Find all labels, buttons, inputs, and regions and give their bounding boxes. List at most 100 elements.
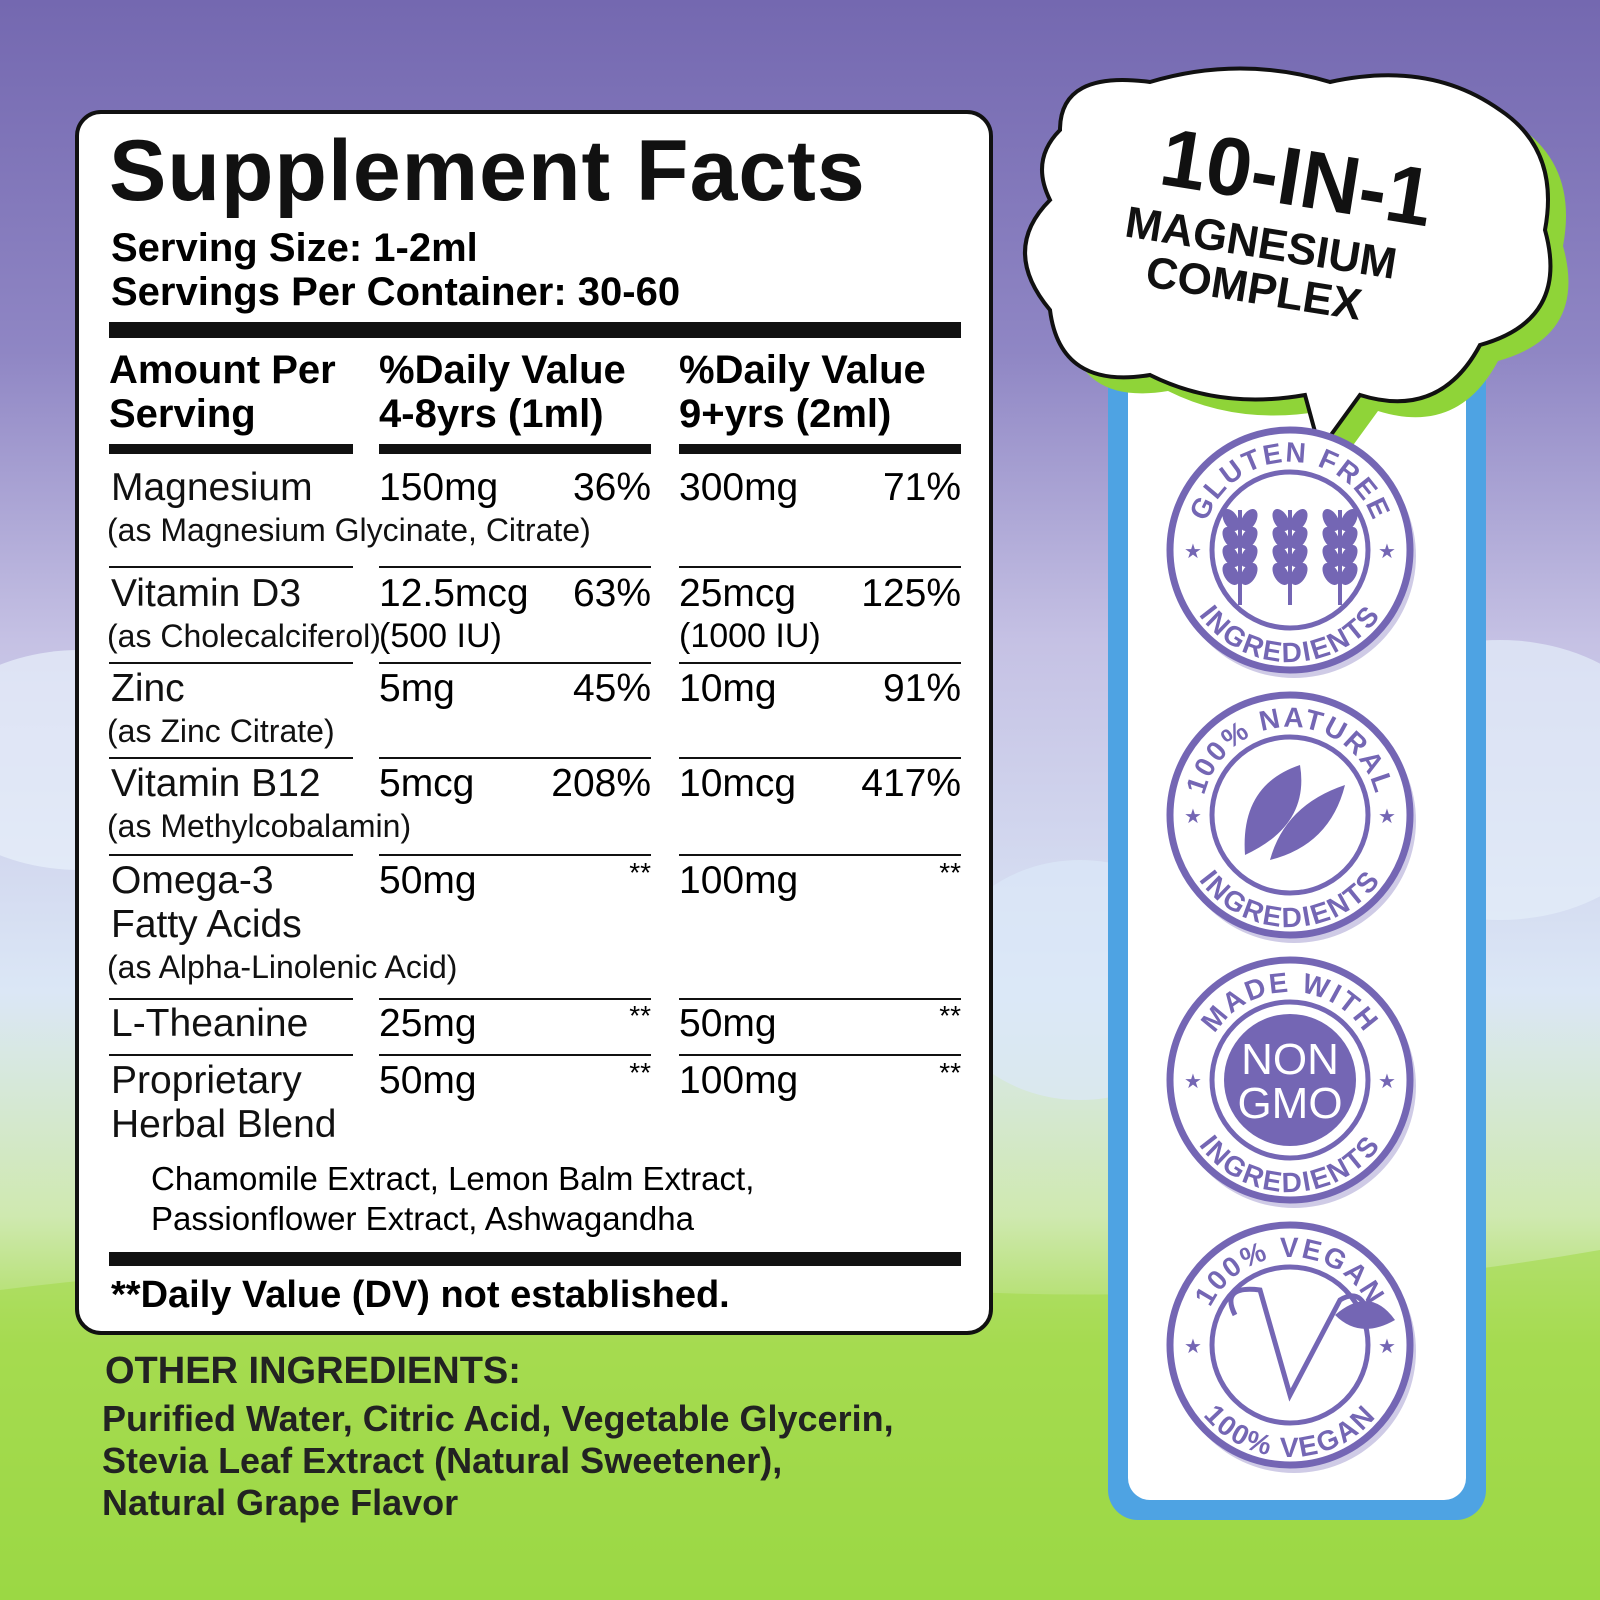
dose-line: 300mg 71%: [679, 466, 961, 510]
other-ingredients-heading: OTHER INGREDIENTS:: [105, 1350, 521, 1392]
dose-line: 5mcg 208%: [379, 762, 651, 806]
dose-cell: 50mg **: [379, 859, 651, 903]
badge-star: ★: [1378, 1071, 1396, 1093]
nutrient-name: Vitamin B12: [111, 762, 321, 805]
daily-value: **: [939, 857, 961, 888]
row-rule: [379, 566, 651, 568]
daily-value: 71%: [882, 466, 961, 509]
servings-per-container: Servings Per Container: 30-60: [111, 270, 681, 314]
daily-value: 36%: [572, 466, 651, 509]
nutrient-name: Vitamin D3: [111, 572, 302, 615]
dose-cell: 50mg **: [679, 1002, 961, 1046]
daily-value: 91%: [882, 667, 961, 710]
wheat-grain: [1290, 545, 1308, 567]
dose-cell: 25mcg 125% (1000 IU): [679, 572, 961, 656]
dose-amount: 300mg: [679, 466, 799, 509]
row-rule: [679, 1054, 961, 1056]
supplement-facts-panel: Supplement Facts Serving Size: 1-2ml Servi…: [75, 110, 993, 1335]
other-ingredients-line: Natural Grape Flavor: [102, 1482, 459, 1523]
column-header: Serving: [109, 392, 256, 436]
column-header: %Daily Value: [679, 348, 926, 392]
nutrient-name: Proprietary Herbal Blend: [111, 1059, 337, 1146]
wheat-grain: [1340, 545, 1358, 567]
wheat-grain: [1222, 509, 1240, 531]
wheat-grain: [1272, 545, 1290, 567]
nutrient-source: (as Zinc Citrate): [107, 713, 335, 749]
vegan-leaf-icon: [1335, 1301, 1395, 1329]
badge-star: ★: [1184, 1071, 1202, 1093]
dose-amount: 50mg: [379, 1059, 477, 1102]
daily-value: 125%: [861, 572, 961, 615]
nutrient-source: (as Cholecalciferol): [107, 618, 381, 654]
row-rule: [679, 854, 961, 856]
dose-line: 10mcg 417%: [679, 762, 961, 806]
badge-star: ★: [1378, 806, 1396, 828]
dose-amount: 50mg: [379, 859, 477, 902]
dose-amount: 150mg: [379, 466, 499, 509]
dose-cell: 50mg **: [379, 1059, 651, 1103]
nutrient-name: Magnesium: [111, 466, 313, 509]
dose-line: 50mg **: [379, 859, 651, 903]
dose-amount: 50mg: [679, 1002, 777, 1045]
dose-amount: 10mg: [679, 667, 777, 710]
nutrient-cell: Proprietary Herbal Blend: [111, 1059, 356, 1147]
wheat-grain: [1290, 509, 1308, 531]
column-header: %Daily Value: [379, 348, 626, 392]
row-rule: [679, 566, 961, 568]
other-ingredients-line: Purified Water, Citric Acid, Vegetable G…: [102, 1398, 894, 1439]
wheat-grain: [1272, 563, 1290, 585]
dose-line: 150mg 36%: [379, 466, 651, 510]
dose-amount: 100mg: [679, 859, 799, 902]
column-header: 4-8yrs (1ml): [379, 392, 604, 436]
dose-line: 25mg **: [379, 1002, 651, 1046]
blend-ingredients: Passionflower Extract, Ashwagandha: [151, 1200, 694, 1237]
dose-line: 25mcg 125%: [679, 572, 961, 616]
column-header: Amount Per: [109, 348, 336, 392]
badge-inner-ring: [1209, 734, 1371, 896]
column-bar: [109, 444, 353, 454]
row-rule: [679, 998, 961, 1000]
dose-amount: 5mcg: [379, 762, 475, 805]
column-bar: [679, 444, 961, 454]
nutrient-cell: Omega-3 Fatty Acids (as Alpha-Linolenic A…: [107, 859, 457, 987]
dose-note: (500 IU): [379, 617, 502, 655]
daily-value: 45%: [572, 667, 651, 710]
wheat-grain: [1340, 527, 1358, 549]
column-bar: [379, 444, 651, 454]
dose-amount: 25mg: [379, 1002, 477, 1045]
wheat-grain: [1322, 563, 1340, 585]
wheat-grain: [1222, 527, 1240, 549]
row-rule: [679, 662, 961, 664]
row-rule: [679, 757, 961, 759]
nutrient-cell: Vitamin D3 (as Cholecalciferol): [107, 572, 381, 656]
daily-value: **: [629, 1057, 651, 1088]
row-rule: [109, 998, 353, 1000]
dose-note: (1000 IU): [679, 617, 821, 655]
dose-cell: 300mg 71%: [679, 466, 961, 510]
blend-ingredients: Chamomile Extract, Lemon Balm Extract,: [151, 1160, 755, 1197]
dose-cell: 5mg 45%: [379, 667, 651, 711]
speech-bubble: [1023, 66, 1553, 455]
badge-star: ★: [1184, 541, 1202, 563]
dose-line: 100mg **: [679, 859, 961, 903]
panel-title: Supplement Facts: [109, 123, 866, 219]
wheat-grain: [1240, 563, 1258, 585]
daily-value: **: [629, 857, 651, 888]
daily-value: **: [629, 1000, 651, 1031]
nutrient-cell: Vitamin B12 (as Methylcobalamin): [107, 762, 411, 846]
badge-inner-ring: [1209, 999, 1371, 1161]
dose-cell: 150mg 36%: [379, 466, 651, 510]
dose-cell: 12.5mcg 63% (500 IU): [379, 572, 651, 656]
dose-cell: 100mg **: [679, 1059, 961, 1103]
daily-value: 208%: [551, 762, 651, 805]
dose-amount: 25mcg: [679, 572, 797, 615]
row-rule: [109, 854, 353, 856]
badge-center: [1224, 1014, 1356, 1146]
nutrient-source: (as Alpha-Linolenic Acid): [107, 949, 458, 985]
other-ingredients-line: Stevia Leaf Extract (Natural Sweetener),: [102, 1440, 783, 1481]
badge-inner-ring: [1209, 469, 1371, 631]
wheat-grain: [1222, 563, 1240, 585]
wheat-grain: [1322, 509, 1340, 531]
row-rule: [109, 566, 353, 568]
